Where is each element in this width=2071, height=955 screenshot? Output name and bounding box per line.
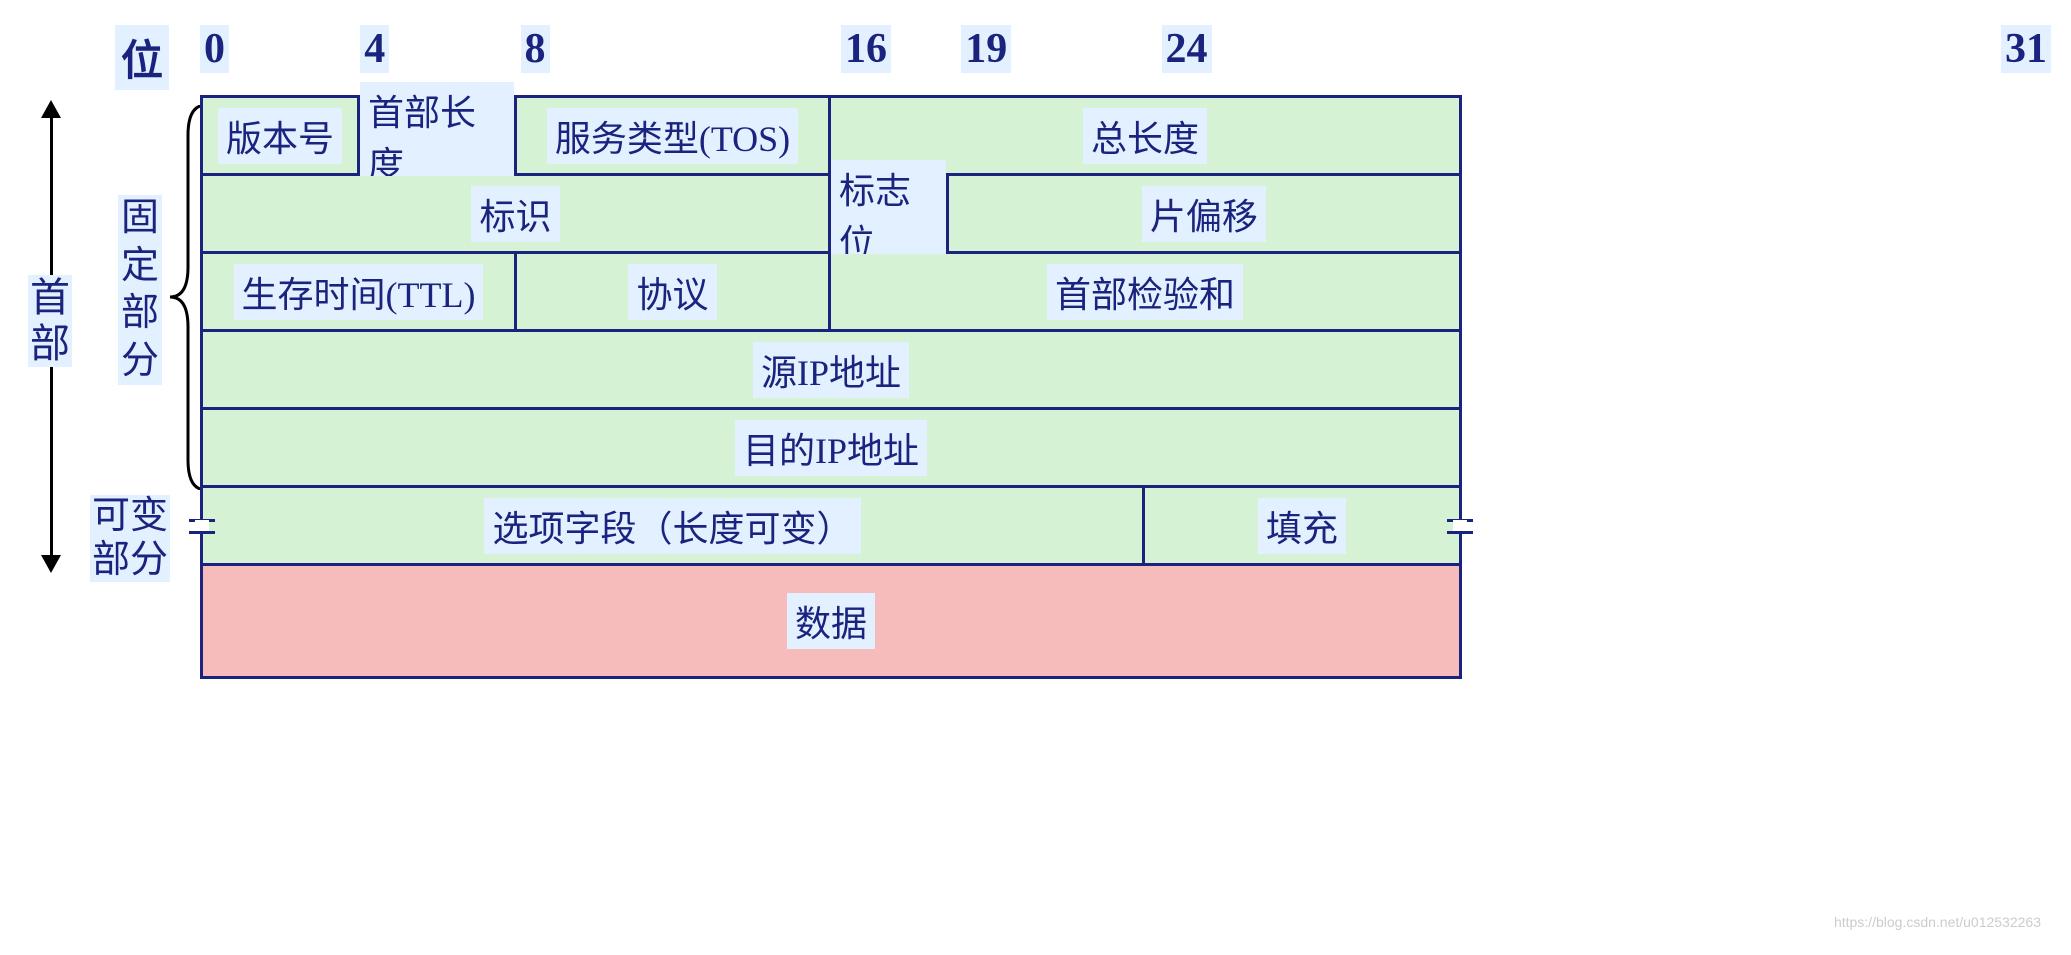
field-label: 片偏移 [1142,186,1266,242]
bit-tick-4: 4 [360,25,389,73]
field-cell: 版本号 [203,98,360,173]
field-label: 数据 [787,593,875,649]
arrow-down-icon [41,555,61,573]
field-cell: 选项字段（长度可变） [203,488,1145,563]
table-row: 选项字段（长度可变） 填充 [203,488,1459,566]
field-label: 标识 [471,186,559,242]
field-cell: 首部长度 [360,98,517,173]
var-vlabel: 可变部分 [90,495,170,582]
field-cell: 生存时间(TTL) [203,254,517,329]
table-row: 数据 [203,566,1459,676]
table-row: 源IP地址 [203,332,1459,410]
table-row: 目的IP地址 [203,410,1459,488]
field-label: 协议 [628,264,716,320]
field-cell: 标志位 [831,176,949,251]
fixed-vlabel: 固定部分 [118,195,162,385]
field-cell: 首部检验和 [831,254,1459,329]
watermark-text: https://blog.csdn.net/u012532263 [1834,914,2041,930]
field-label: 目的IP地址 [735,420,927,476]
bit-tick-24: 24 [1162,25,1212,73]
field-label: 版本号 [218,108,342,164]
field-label: 总长度 [1083,108,1207,164]
field-cell: 标识 [203,176,831,251]
ip-header-diagram: 位 04816192431 首部 固定部分 可变部分 版本号首部长度服务类型(T… [20,20,2051,935]
field-cell: 服务类型(TOS) [517,98,831,173]
table-row: 生存时间(TTL) 协议 首部检验和 [203,254,1459,332]
left-labels: 首部 固定部分 可变部分 [20,80,200,700]
field-label: 生存时间(TTL) [234,264,484,320]
field-label: 首部长度 [360,82,514,190]
gap-mark-icon [1447,513,1473,541]
header-vlabel: 首部 [28,275,72,367]
bit-ruler: 位 04816192431 [200,20,2051,80]
field-label: 选项字段（长度可变） [484,498,860,554]
field-label: 首部检验和 [1047,264,1243,320]
bit-tick-0: 0 [200,25,229,73]
field-cell: 片偏移 [949,176,1459,251]
field-label: 填充 [1258,498,1346,554]
field-label: 源IP地址 [753,342,909,398]
field-cell: 目的IP地址 [203,410,1459,485]
gap-mark-icon [189,513,215,541]
field-cell: 协议 [517,254,831,329]
field-label: 服务类型(TOS) [547,108,798,164]
bit-tick-31: 31 [2001,25,2051,73]
table-row: 标识 标志位 片偏移 [203,176,1459,254]
field-label: 标志位 [831,160,946,268]
bit-tick-19: 19 [961,25,1011,73]
bit-tick-16: 16 [841,25,891,73]
bit-tick-8: 8 [521,25,550,73]
field-cell: 源IP地址 [203,332,1459,407]
field-cell: 填充 [1145,488,1459,563]
header-grid: 版本号首部长度服务类型(TOS) 总长度标识 标志位 片偏移生存时间(TTL) 协议 首部… [200,95,1462,679]
field-cell: 数据 [203,566,1459,676]
